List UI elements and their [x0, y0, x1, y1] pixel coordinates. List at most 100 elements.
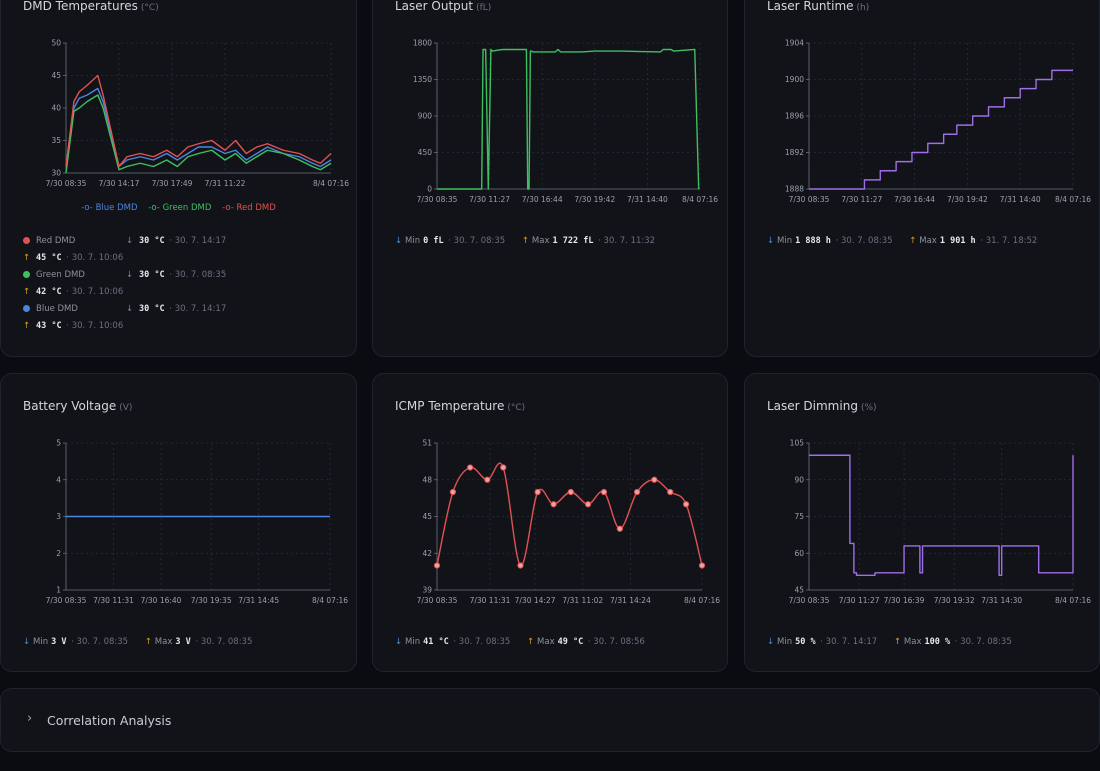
- x-tick-label: 7/31 14:40: [627, 195, 668, 204]
- laser-runtime-stats: ↓ Min 1 888 h · 30. 7. 08:35 ↑ Max 1 901 h ·…: [767, 233, 1037, 250]
- x-tick-label: 7/30 16:39: [884, 596, 925, 605]
- blue-dmd-series-line: [65, 87, 332, 168]
- correlation-analysis-label: Correlation Analysis: [47, 713, 172, 728]
- y-tick-label: 45: [422, 512, 432, 521]
- series-dot: [23, 305, 30, 312]
- arrow-up-icon: ↑: [23, 321, 31, 331]
- dmd-stats: Red DMD ↓ 30 °C · 30. 7. 14:17 ↑ 45 °C · 30.…: [23, 233, 226, 335]
- data-point: [683, 501, 690, 508]
- data-point: [550, 501, 557, 508]
- card-title: Battery Voltage (V): [23, 399, 133, 413]
- dmd-stat-min-row: Red DMD ↓ 30 °C · 30. 7. 14:17: [23, 233, 226, 250]
- dmd-temperatures-card: DMD Temperatures (°C) 30 35 40 45 50 7/30 08:3…: [0, 0, 357, 357]
- x-tick-label: 8/4 07:16: [312, 596, 348, 605]
- min-max-row: ↓ Min 1 888 h · 30. 7. 08:35 ↑ Max 1 901 h ·…: [767, 233, 1037, 250]
- icmp-temperature-card: ICMP Temperature (°C) 39 42 45 48 51 7/30 08:3…: [372, 373, 728, 672]
- dmd-stat-max-row: ↑ 42 °C · 30. 7. 10:06: [23, 284, 226, 301]
- y-tick-label: 35: [51, 136, 61, 145]
- x-tick-label: 7/30 16:44: [894, 195, 935, 204]
- data-point: [500, 464, 507, 471]
- y-tick-label: 2: [56, 549, 61, 558]
- dmd-stat-max-row: ↑ 45 °C · 30. 7. 10:06: [23, 250, 226, 267]
- correlation-analysis-toggle[interactable]: › Correlation Analysis: [0, 688, 1100, 752]
- data-point: [616, 525, 623, 532]
- data-point: [534, 488, 541, 496]
- x-tick-label: 7/30 19:35: [191, 596, 232, 605]
- y-tick-label: 1: [56, 586, 61, 595]
- data-point: [449, 488, 457, 496]
- arrow-up-icon: ↑: [527, 637, 535, 647]
- max-time: · 30. 7. 10:06: [66, 253, 124, 263]
- dmd-chart: 30 35 40 45 50 7/30 08:35 7/30 14:17 7/30 17:49…: [46, 39, 350, 189]
- laser-output-stats: ↓ Min 0 fL · 30. 7. 08:35 ↑ Max 1 722 fL · 3…: [395, 233, 655, 250]
- y-tick-label: 51: [422, 439, 432, 448]
- max-value: 42 °C: [36, 287, 62, 297]
- data-point: [651, 476, 658, 483]
- y-tick-label: 450: [418, 148, 433, 157]
- x-tick-label: 8/4 07:16: [682, 195, 718, 204]
- y-tick-label: 40: [51, 104, 61, 113]
- dimming-series-line: [809, 454, 1074, 576]
- arrow-up-icon: ↑: [521, 236, 530, 246]
- x-tick-label: 7/30 19:42: [947, 195, 988, 204]
- max-time: · 30. 7. 10:06: [66, 321, 124, 331]
- y-tick-label: 1888: [785, 185, 804, 194]
- max-value: 45 °C: [36, 253, 62, 263]
- x-tick-label: 7/31 14:30: [981, 596, 1022, 605]
- max-value: 43 °C: [36, 321, 62, 331]
- legend-item-red[interactable]: -o- Red DMD: [222, 203, 276, 213]
- laser_runtime-series-line: [809, 69, 1073, 190]
- arrow-up-icon: ↑: [144, 637, 152, 647]
- dimming-chart: 45 60 75 90 105 7/30 08:35 7/30 11:27 7/30 16:3…: [789, 439, 1092, 606]
- x-tick-label: 7/30 11:27: [469, 195, 510, 204]
- dmd-name: Green DMD: [36, 270, 85, 280]
- arrow-down-icon: ↓: [767, 637, 775, 647]
- y-tick-label: 5: [56, 439, 61, 448]
- arrow-up-icon: ↑: [23, 253, 31, 263]
- x-tick-label: 8/4 07:16: [684, 596, 720, 605]
- card-title: DMD Temperatures (°C): [23, 0, 159, 13]
- arrow-down-icon: ↓: [126, 236, 134, 246]
- legend-item-blue[interactable]: -o- Blue DMD: [81, 203, 138, 213]
- y-tick-label: 48: [422, 475, 432, 484]
- dmd-stat-min-row: Blue DMD ↓ 30 °C · 30. 7. 14:17: [23, 301, 226, 318]
- data-point: [433, 562, 441, 569]
- icmp-chart: 39 42 45 48 51 7/30 08:35 7/30 11:31 7/30 14:27…: [417, 439, 721, 606]
- icmp-stats: ↓ Min 41 °C · 30. 7. 08:35 ↑ Max 49 °C · 30.…: [395, 634, 645, 651]
- x-tick-label: 7/31 14:24: [610, 596, 651, 605]
- card-title: ICMP Temperature (°C): [395, 399, 526, 413]
- y-tick-label: 4: [56, 475, 61, 484]
- data-point: [484, 476, 491, 483]
- x-tick-label: 8/4 07:16: [1055, 195, 1091, 204]
- arrow-down-icon: ↓: [767, 236, 775, 246]
- legend-item-green[interactable]: -o- Green DMD: [148, 203, 212, 213]
- laser-output-chart: 0 450 900 1350 1800 7/30 08:35 7/30 11:27 7/30 …: [413, 39, 718, 205]
- x-tick-label: 8/4 07:16: [313, 179, 349, 188]
- y-tick-label: 75: [794, 512, 804, 521]
- arrow-up-icon: ↑: [909, 236, 917, 246]
- y-tick-label: 45: [51, 71, 61, 80]
- y-tick-label: 1900: [785, 75, 804, 84]
- arrow-down-icon: ↓: [126, 270, 134, 280]
- y-tick-label: 60: [794, 549, 804, 558]
- y-tick-label: 1896: [785, 112, 804, 121]
- y-tick-label: 30: [51, 169, 61, 178]
- laser_output-series-line: [437, 48, 700, 190]
- data-point: [667, 488, 674, 496]
- battery-stats: ↓ Min 3 V · 30. 7. 08:35 ↑ Max 3 V · 30. 7. …: [23, 634, 252, 651]
- laser-runtime-chart: 1888 1892 1896 1900 1904 7/30 08:35 7/30 11:27…: [785, 39, 1091, 205]
- y-tick-label: 50: [51, 39, 61, 48]
- arrow-down-icon: ↓: [395, 637, 403, 647]
- dmd-stat-max-row: ↑ 43 °C · 30. 7. 10:06: [23, 318, 226, 335]
- y-tick-label: 3: [56, 512, 61, 521]
- x-tick-label: 7/30 16:44: [522, 195, 563, 204]
- x-tick-label: 7/31 14:45: [238, 596, 279, 605]
- x-tick-label: 7/31 11:22: [205, 179, 246, 188]
- x-tick-label: 7/30 17:49: [152, 179, 193, 188]
- card-title: Laser Dimming (%): [767, 399, 877, 413]
- data-point: [467, 464, 474, 471]
- x-tick-label: 7/30 19:32: [934, 596, 975, 605]
- x-tick-label: 7/30 11:31: [93, 596, 134, 605]
- data-point: [698, 562, 706, 569]
- max-time: · 30. 7. 10:06: [66, 287, 124, 297]
